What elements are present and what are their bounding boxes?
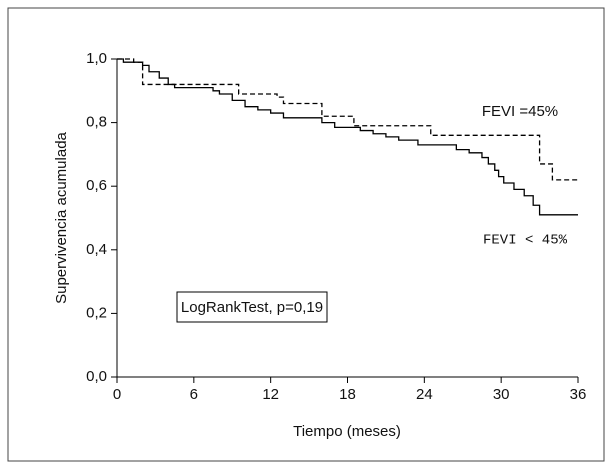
x-axis-label: Tiempo (meses)	[293, 423, 401, 440]
annotation: LogRankTest, p=0,19	[181, 299, 323, 316]
series-label: FEVI =45%	[482, 103, 558, 120]
x-tick-label: 18	[339, 386, 356, 403]
y-tick-label: 0,6	[86, 177, 107, 194]
x-tick-label: 24	[416, 386, 433, 403]
y-axis-label: Supervivencia acumulada	[53, 131, 70, 303]
survival-line	[117, 58, 578, 181]
series-label: FEVI < 45%	[483, 233, 568, 249]
frame	[7, 7, 605, 462]
annotation-box	[176, 291, 328, 323]
y-tick-label: 0,4	[86, 241, 107, 258]
x-tick-label: 0	[113, 386, 121, 403]
y-tick-label: 0,8	[86, 114, 107, 131]
y-tick-label: 0,2	[86, 304, 107, 321]
y-tick-label: 1,0	[86, 50, 107, 67]
x-tick-label: 12	[262, 386, 279, 403]
x-tick-label: 36	[570, 386, 587, 403]
survival-line	[117, 58, 578, 216]
y-tick-label: 0,0	[86, 368, 107, 385]
x-tick-label: 30	[493, 386, 510, 403]
x-tick-label: 6	[190, 386, 198, 403]
